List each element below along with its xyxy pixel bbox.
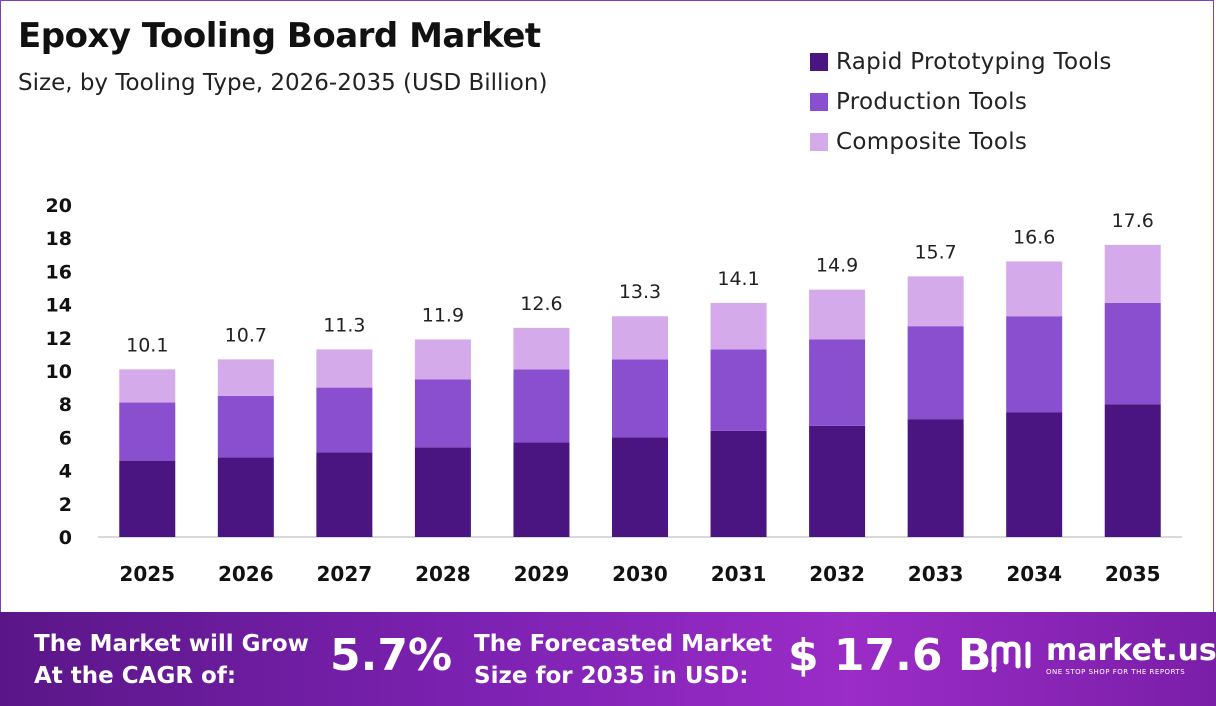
bar-segment-rapid: [316, 452, 373, 537]
y-tick-label: 12: [46, 328, 72, 350]
bar-segment-rapid: [513, 442, 570, 537]
x-tick-label: 2025: [119, 562, 175, 586]
bar-segment-composite: [414, 339, 471, 380]
legend-label-composite: Composite Tools: [836, 129, 1028, 155]
forecast-label-line1: The Forecasted Market: [474, 631, 773, 657]
brand-logo: market.us ONE STOP SHOP FOR THE REPORTS: [990, 636, 1216, 676]
legend-item-rapid: Rapid Prototyping Tools: [810, 42, 1112, 82]
x-tick-label: 2032: [809, 562, 865, 586]
y-tick-label: 6: [59, 427, 72, 449]
y-tick-label: 14: [46, 295, 72, 317]
bar-segment-rapid: [1104, 404, 1161, 537]
bar-segment-production: [907, 326, 964, 420]
bar-total-label: 12.6: [520, 293, 562, 315]
legend-label-production: Production Tools: [836, 89, 1028, 115]
bar-segment-composite: [612, 316, 668, 360]
bar-segment-rapid: [1006, 412, 1063, 537]
bar-segment-composite: [710, 302, 767, 350]
bar-segment-production: [217, 395, 274, 458]
bar-segment-composite: [316, 349, 373, 388]
bar-segment-composite: [1104, 244, 1161, 303]
bar-segment-rapid: [612, 437, 668, 537]
y-tick-label: 10: [46, 361, 72, 383]
bar-total-label: 15.7: [914, 241, 956, 263]
bar-total-label: 10.7: [225, 324, 267, 346]
bar-segment-production: [710, 349, 767, 431]
cagr-label-line2: At the CAGR of:: [34, 663, 237, 689]
forecast-label-line2: Size for 2035 in USD:: [474, 663, 749, 689]
bar-segment-rapid: [710, 430, 767, 537]
forecast-value: $ 17.6 B: [788, 630, 992, 681]
bar-total-label: 11.9: [422, 304, 464, 326]
legend: Rapid Prototyping Tools Production Tools…: [810, 42, 1112, 162]
market-us-logo-icon: [990, 636, 1038, 676]
bar-total-label: 13.3: [619, 281, 661, 303]
y-tick-label: 0: [59, 527, 72, 549]
x-tick-label: 2035: [1105, 562, 1161, 586]
cagr-label-line1: The Market will Grow: [34, 631, 309, 657]
forecast-label: The Forecasted Market Size for 2035 in U…: [474, 628, 772, 692]
bar-segment-production: [119, 402, 176, 461]
cagr-label: The Market will Grow At the CAGR of:: [34, 628, 309, 692]
bar-segment-composite: [119, 369, 176, 403]
x-tick-label: 2026: [218, 562, 274, 586]
legend-label-rapid: Rapid Prototyping Tools: [836, 49, 1112, 75]
x-tick-label: 2031: [711, 562, 767, 586]
bar-segment-rapid: [414, 447, 471, 537]
bar-segment-production: [612, 359, 668, 438]
x-tick-label: 2029: [514, 562, 570, 586]
bar-segment-production: [414, 379, 471, 448]
bar-segment-production: [809, 339, 866, 426]
bar-total-label: 16.6: [1013, 226, 1055, 248]
y-tick-label: 16: [46, 261, 72, 283]
brand-text: market.us ONE STOP SHOP FOR THE REPORTS: [1046, 633, 1216, 677]
bar-segment-composite: [1006, 261, 1063, 317]
bar-segment-rapid: [119, 460, 176, 537]
legend-swatch-composite: [810, 133, 828, 151]
stacked-bar-chart: 0 2 4 6 8 10 12 14 16 18 20 10.1 2025 10.7 2026 11.3 202…: [46, 195, 1182, 586]
y-tick-label: 8: [59, 394, 72, 416]
bar-total-label: 10.1: [126, 334, 168, 356]
bar-segment-production: [1006, 316, 1063, 413]
bar-total-label: 11.3: [323, 314, 365, 336]
legend-item-production: Production Tools: [810, 82, 1112, 122]
legend-item-composite: Composite Tools: [810, 122, 1112, 162]
footer-banner: The Market will Grow At the CAGR of: 5.7…: [0, 612, 1216, 706]
bar-segment-production: [513, 369, 570, 443]
x-tick-label: 2033: [908, 562, 964, 586]
bar-segment-composite: [217, 359, 274, 396]
bar-segment-rapid: [907, 419, 964, 537]
bar-total-label: 14.1: [717, 268, 759, 290]
x-tick-label: 2027: [317, 562, 373, 586]
bar-segment-production: [316, 387, 373, 453]
bar-segment-rapid: [809, 425, 866, 537]
brand-name: market.us: [1046, 633, 1216, 668]
y-tick-label: 18: [46, 228, 72, 250]
x-tick-label: 2028: [415, 562, 471, 586]
x-tick-label: 2034: [1006, 562, 1062, 586]
legend-swatch-rapid: [810, 53, 828, 71]
bar-segment-composite: [907, 276, 964, 327]
bar-segment-rapid: [217, 457, 274, 537]
chart-title: Epoxy Tooling Board Market: [18, 16, 541, 56]
cagr-value: 5.7%: [330, 630, 453, 681]
bar-total-label: 17.6: [1112, 210, 1154, 232]
y-tick-label: 20: [46, 195, 72, 217]
legend-swatch-production: [810, 93, 828, 111]
chart-subtitle: Size, by Tooling Type, 2026-2035 (USD Bi…: [18, 70, 548, 96]
x-tick-label: 2030: [612, 562, 668, 586]
bar-segment-production: [1104, 302, 1161, 405]
y-tick-label: 2: [59, 494, 72, 516]
bar-segment-composite: [513, 327, 570, 370]
bar-segment-composite: [809, 289, 866, 340]
y-tick-label: 4: [59, 461, 72, 483]
brand-tagline: ONE STOP SHOP FOR THE REPORTS: [1046, 668, 1186, 676]
bar-total-label: 14.9: [816, 255, 858, 277]
